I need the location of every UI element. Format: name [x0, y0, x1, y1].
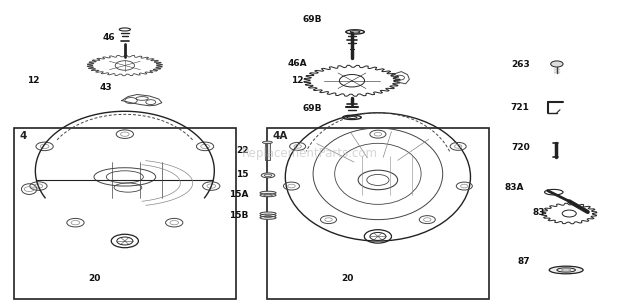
- Text: 46: 46: [102, 33, 115, 42]
- Ellipse shape: [260, 212, 276, 215]
- Text: 721: 721: [511, 103, 529, 112]
- Ellipse shape: [549, 266, 583, 274]
- Bar: [14, 128, 236, 299]
- Text: 720: 720: [511, 143, 529, 152]
- Ellipse shape: [261, 173, 275, 178]
- Text: 263: 263: [511, 60, 529, 69]
- Text: 87: 87: [517, 257, 529, 266]
- Text: 4A: 4A: [273, 131, 288, 141]
- Ellipse shape: [260, 194, 276, 197]
- Ellipse shape: [260, 216, 276, 219]
- Ellipse shape: [260, 214, 276, 217]
- Bar: [267, 128, 489, 299]
- Text: 43: 43: [100, 83, 112, 92]
- Text: 69B: 69B: [303, 15, 322, 24]
- Ellipse shape: [262, 141, 272, 144]
- Text: ReplacementParts.com: ReplacementParts.com: [242, 148, 378, 160]
- Bar: [265, 143, 270, 160]
- Text: 22: 22: [236, 146, 248, 155]
- Text: 15A: 15A: [229, 190, 248, 199]
- Text: 15B: 15B: [229, 211, 248, 220]
- Text: 20: 20: [88, 274, 100, 283]
- Ellipse shape: [260, 191, 276, 194]
- Text: 12: 12: [291, 76, 304, 85]
- Text: 69B: 69B: [303, 104, 322, 113]
- Text: 12: 12: [27, 76, 40, 85]
- Text: 83A: 83A: [504, 183, 523, 192]
- Text: 46A: 46A: [287, 59, 307, 68]
- Circle shape: [551, 61, 563, 67]
- Text: 4: 4: [20, 131, 27, 141]
- Text: 83: 83: [532, 208, 544, 217]
- Text: 15: 15: [236, 170, 248, 179]
- Text: 20: 20: [341, 274, 353, 283]
